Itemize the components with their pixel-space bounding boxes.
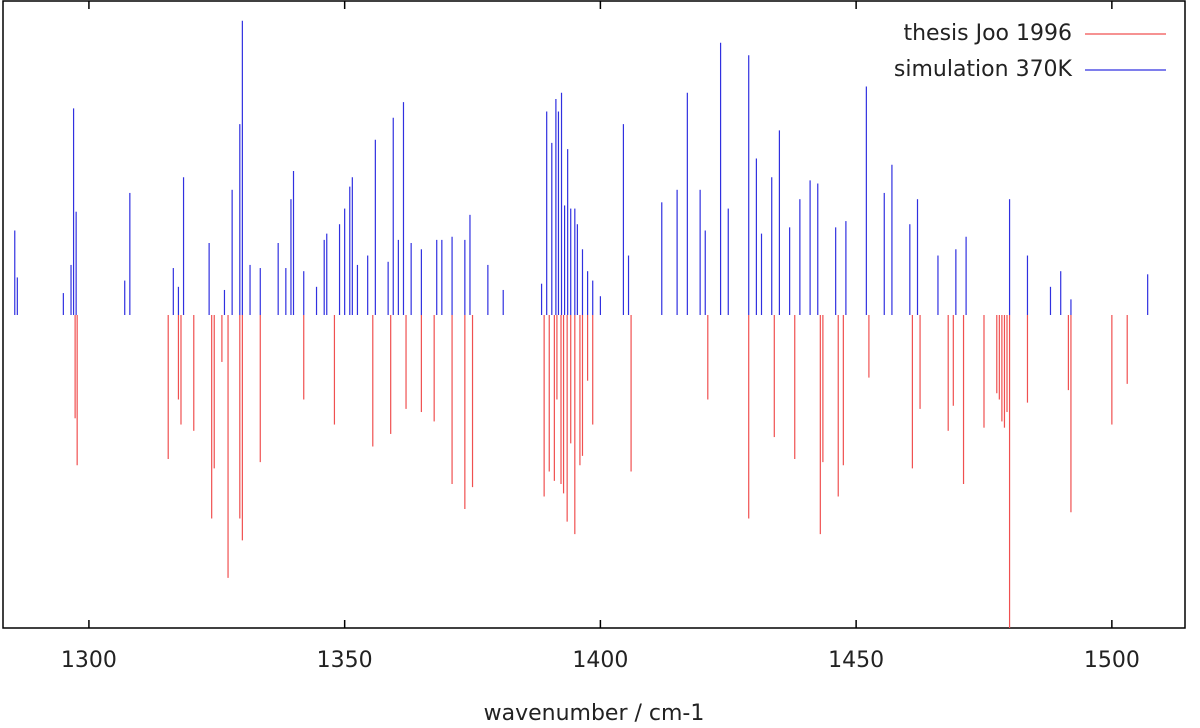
legend-label: simulation 370K <box>894 57 1073 82</box>
x-tick-label: 1400 <box>572 648 628 673</box>
x-tick-label: 1450 <box>828 648 884 673</box>
x-tick-label: 1350 <box>317 648 373 673</box>
x-axis-label: wavenumber / cm-1 <box>484 701 705 726</box>
x-tick-label: 1300 <box>61 648 117 673</box>
x-tick-label: 1500 <box>1084 648 1140 673</box>
plot-frame <box>2 0 1186 629</box>
legend-label: thesis Joo 1996 <box>903 21 1072 46</box>
